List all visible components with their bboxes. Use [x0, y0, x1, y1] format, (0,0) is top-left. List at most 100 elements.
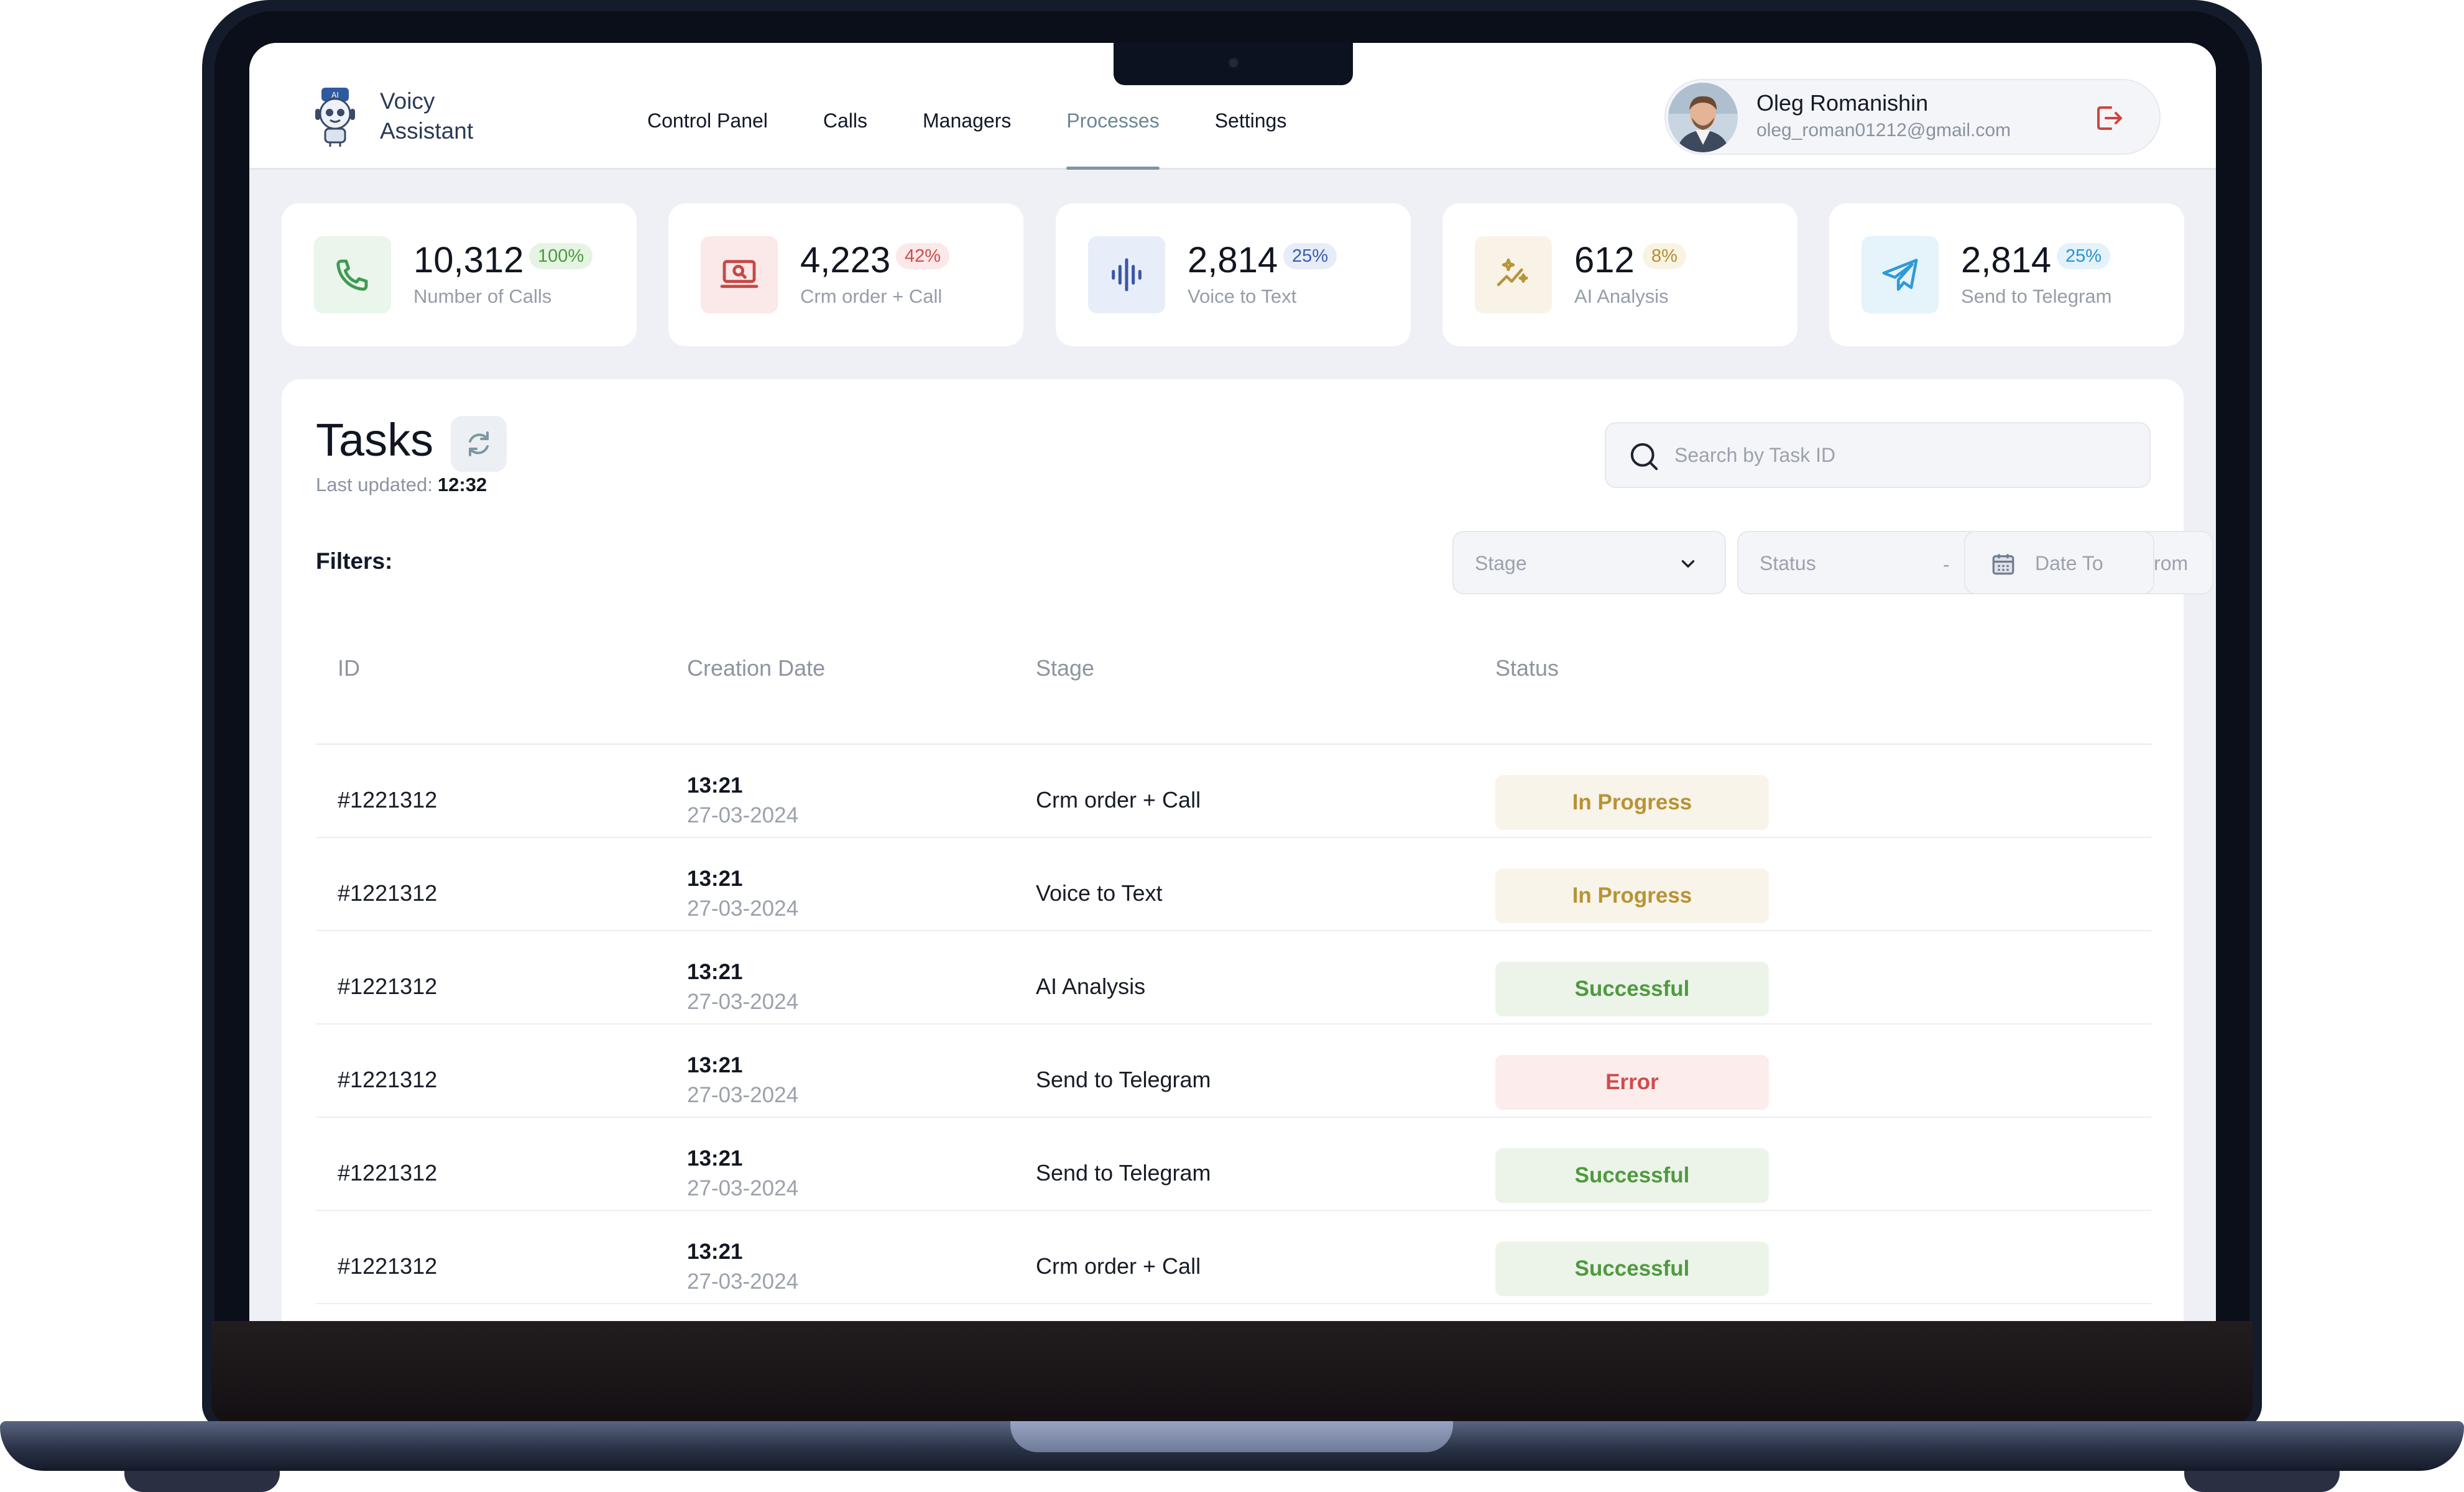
date-separator: -: [1943, 553, 1950, 576]
stage-filter-label: Stage: [1475, 552, 1527, 574]
stat-label: AI Analysis: [1574, 285, 1669, 307]
task-date: 27-03-2024: [687, 1176, 799, 1200]
user-email: oleg_roman01212@gmail.com: [1756, 120, 2011, 140]
nav-processes[interactable]: Processes: [1066, 43, 1160, 170]
task-stage: Send to Telegram: [1036, 1067, 1211, 1092]
date-to-label: Date To: [2035, 552, 2103, 574]
phone-icon: [314, 236, 391, 313]
app-screen: AI Voicy Assistant Control Panel Calls M…: [249, 43, 2216, 1321]
task-time: 13:21: [687, 773, 743, 798]
sparkle-icon: [1475, 236, 1552, 313]
column-header-stage[interactable]: Stage: [1036, 655, 1095, 681]
laptop-base-notch: [1010, 1421, 1453, 1452]
laptop-foot-right: [2184, 1471, 2340, 1492]
user-name: Oleg Romanishin: [1756, 90, 1929, 116]
laptop-search-icon: [701, 236, 778, 313]
stat-card-calls[interactable]: 10,312 100% Number of Calls: [282, 203, 637, 346]
top-header: AI Voicy Assistant Control Panel Calls M…: [249, 43, 2216, 170]
task-date: 27-03-2024: [687, 896, 799, 921]
avatar[interactable]: [1668, 83, 1738, 152]
column-header-status[interactable]: Status: [1495, 655, 1559, 681]
refresh-button[interactable]: [451, 416, 507, 472]
nav-managers[interactable]: Managers: [923, 109, 1012, 132]
stat-card-telegram[interactable]: 2,814 25% Send to Telegram: [1829, 203, 2184, 346]
task-time: 13:21: [687, 960, 743, 984]
table-header-divider: [316, 744, 2151, 745]
task-stage: Crm order + Call: [1036, 787, 1201, 813]
task-time: 13:21: [687, 1053, 743, 1077]
status-badge: Error: [1495, 1055, 1769, 1110]
app-name: Voicy Assistant: [380, 86, 542, 146]
stat-badge: 42%: [896, 243, 950, 269]
status-badge: Successful: [1495, 1148, 1769, 1203]
stat-label: Crm order + Call: [800, 285, 943, 307]
laptop-foot-left: [124, 1471, 280, 1492]
task-stage: Crm order + Call: [1036, 1253, 1201, 1279]
nav-control-panel[interactable]: Control Panel: [647, 109, 768, 132]
table-row[interactable]: #1221312 13:21 27-03-2024 Crm order + Call S…: [316, 1211, 2151, 1304]
waveform-icon: [1088, 236, 1165, 313]
last-updated-label: Last updated:: [316, 474, 433, 495]
refresh-icon: [469, 431, 489, 456]
task-time: 13:21: [687, 867, 743, 891]
tasks-table-region: - Date To ID Creation Date Stage Status …: [282, 379, 2184, 1321]
stat-card-ai[interactable]: 612 8% AI Analysis: [1442, 203, 1797, 346]
column-header-creation-date[interactable]: Creation Date: [687, 655, 826, 681]
task-id: #1221312: [338, 787, 438, 813]
stat-card-voice[interactable]: 2,814 25% Voice to Text: [1056, 203, 1411, 346]
task-time: 13:21: [687, 1240, 743, 1264]
nav-calls[interactable]: Calls: [823, 109, 868, 132]
search-icon: [1627, 440, 1661, 473]
app-name-line1: Voicy: [380, 88, 435, 114]
task-id: #1221312: [338, 1253, 438, 1279]
task-date: 27-03-2024: [687, 1083, 799, 1107]
task-stage: Send to Telegram: [1036, 1160, 1211, 1186]
table-row[interactable]: #1221312 13:21 27-03-2024 AI Analysis Succes…: [316, 931, 2151, 1025]
stat-card-crm[interactable]: 4,223 42% Crm order + Call: [668, 203, 1023, 346]
status-filter-label: Status: [1760, 552, 1816, 574]
task-id: #1221312: [338, 974, 438, 999]
user-profile[interactable]: Oleg Romanishin oleg_roman01212@gmail.co…: [1664, 79, 2161, 155]
task-id: #1221312: [338, 1160, 438, 1186]
task-date: 27-03-2024: [687, 990, 799, 1014]
camera-icon: [1227, 57, 1240, 69]
logout-icon[interactable]: [2093, 103, 2125, 134]
main-nav: Control Panel Calls Managers Processes S…: [647, 43, 1342, 170]
search-box[interactable]: [1605, 422, 2151, 488]
telegram-icon: [1862, 236, 1939, 313]
robot-logo-icon[interactable]: AI: [311, 85, 359, 147]
stat-badge: 100%: [529, 243, 593, 269]
search-input[interactable]: [1674, 423, 2134, 487]
date-to-filter[interactable]: Date To: [1964, 531, 2154, 594]
calendar-icon: [1992, 554, 2014, 575]
stat-value: 612: [1574, 240, 1635, 280]
stage-filter[interactable]: Stage: [1452, 531, 1726, 594]
table-row[interactable]: #1221312 13:21 27-03-2024 Crm order + Call I…: [316, 745, 2151, 838]
svg-text:AI: AI: [331, 91, 339, 99]
stat-label: Number of Calls: [413, 285, 552, 307]
status-badge: Successful: [1495, 962, 1769, 1016]
table-row[interactable]: #1221312 13:21 27-03-2024 Send to Telegram S…: [316, 1118, 2151, 1211]
status-badge: In Progress: [1495, 868, 1769, 923]
stat-value: 2,814: [1188, 240, 1278, 280]
task-id: #1221312: [338, 880, 438, 906]
column-header-id[interactable]: ID: [338, 655, 360, 681]
chevron-down-icon: [1681, 560, 1695, 568]
app-name-line2: Assistant: [380, 118, 474, 144]
stat-badge: 25%: [1283, 243, 1337, 269]
stat-value: 2,814: [1961, 240, 2052, 280]
table-row[interactable]: #1221312 13:21 27-03-2024 Voice to Text In P…: [316, 838, 2151, 931]
task-stage: Voice to Text: [1036, 880, 1163, 906]
camera-notch: [1114, 43, 1353, 85]
stat-label: Send to Telegram: [1961, 285, 2112, 307]
nav-settings[interactable]: Settings: [1214, 109, 1287, 132]
tasks-panel: Tasks Last updated:12:32 Filters: Stage …: [282, 379, 2184, 1321]
table-layer: - Date To ID Creation Date Stage Status …: [249, 43, 2216, 1321]
stat-badge: 25%: [2057, 243, 2111, 269]
task-id: #1221312: [338, 1067, 438, 1092]
task-stage: AI Analysis: [1036, 974, 1146, 999]
page-title: Tasks: [316, 414, 434, 466]
last-updated-time: 12:32: [437, 474, 487, 495]
table-row[interactable]: #1221312 13:21 27-03-2024 Send to Telegram E…: [316, 1025, 2151, 1118]
